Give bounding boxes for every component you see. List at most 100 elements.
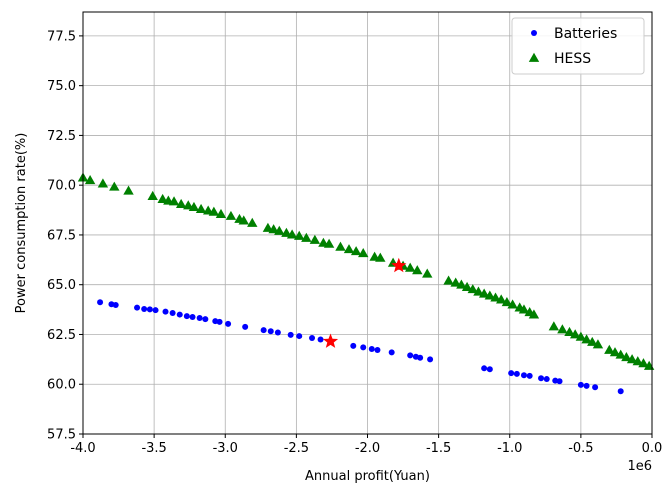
y-axis-label: Power consumption rate(%)	[14, 133, 29, 314]
hess-point	[109, 181, 120, 191]
x-tick-label: -4.0	[70, 441, 95, 456]
batteries-point	[242, 323, 249, 330]
batteries-point	[513, 370, 520, 377]
x-tick-label: -1.5	[426, 441, 451, 456]
hess-point	[268, 224, 279, 234]
hess-point	[301, 232, 312, 242]
y-tick-label: 77.5	[47, 29, 76, 44]
batteries-point	[374, 346, 381, 353]
batteries-point	[296, 333, 303, 340]
batteries-point	[189, 313, 196, 320]
batteries-point	[592, 384, 599, 391]
hess-point	[587, 336, 598, 346]
axis-ticks: -4.0 -3.5 -3.0 -2.5 -2.0 -1.5 -1.0 -0.5 0.0 57.5 6…	[47, 29, 662, 456]
x-axis-offset-label: 1e6	[627, 459, 652, 474]
y-tick-label: 57.5	[47, 428, 76, 443]
batteries-point	[141, 305, 148, 312]
batteries-point	[583, 382, 590, 389]
batteries-point	[508, 370, 515, 377]
hess-point	[238, 215, 249, 225]
hess-point	[323, 238, 335, 248]
batteries-point	[538, 375, 545, 382]
batteries-point	[417, 354, 424, 361]
y-tick-label: 72.5	[47, 129, 76, 144]
hess-point	[422, 268, 433, 278]
batteries-point	[196, 314, 203, 321]
hess-point	[188, 201, 200, 211]
batteries-point	[486, 366, 493, 373]
hess-point	[147, 190, 158, 201]
batteries-point	[617, 388, 624, 395]
hess-point	[168, 196, 180, 206]
hess-point	[247, 217, 258, 227]
x-tick-label: 0.0	[642, 441, 663, 456]
hess-point	[215, 208, 227, 218]
batteries-point	[427, 356, 434, 363]
hess-point	[450, 277, 461, 287]
hess-point	[375, 252, 386, 262]
batteries-point	[556, 378, 563, 385]
batteries-point	[176, 311, 183, 318]
hess-point	[518, 304, 530, 314]
x-tick-label: -3.0	[213, 441, 238, 456]
batteries-point	[146, 306, 153, 313]
hess-point	[343, 244, 355, 254]
hess-point	[484, 290, 496, 300]
hess-point	[581, 334, 592, 344]
batteries-point	[112, 302, 119, 309]
batteries-point	[260, 327, 267, 334]
batteries-point	[97, 299, 104, 306]
batteries-point	[317, 336, 324, 343]
hess-point	[412, 265, 423, 275]
y-tick-label: 62.5	[47, 328, 76, 343]
legend: Batteries HESS	[511, 17, 645, 75]
hess-point	[557, 324, 568, 334]
batteries-point	[543, 376, 550, 383]
hess-point	[274, 225, 285, 235]
hess-point	[404, 262, 416, 272]
legend-box	[511, 17, 645, 75]
hess-point	[183, 200, 194, 210]
batteries-point	[216, 318, 223, 325]
x-tick-label: -0.5	[568, 441, 593, 456]
hess-point	[157, 193, 168, 204]
legend-label-batteries: Batteries	[554, 26, 617, 42]
x-tick-label: -3.5	[141, 441, 166, 456]
hess-point	[97, 178, 109, 188]
batteries-point	[526, 372, 533, 379]
batteries-point	[520, 372, 527, 379]
batteries-point	[274, 329, 281, 336]
y-tick-label: 67.5	[47, 228, 76, 243]
x-axis-label: Annual profit(Yuan)	[305, 469, 430, 484]
x-tick-label: -2.5	[284, 441, 309, 456]
highlight-star-point	[391, 257, 407, 273]
hess-point	[575, 331, 587, 341]
hess-point	[461, 281, 473, 291]
legend-marker-batteries	[531, 30, 537, 36]
hess-point	[548, 321, 560, 331]
hess-point	[528, 309, 540, 319]
batteries-point	[350, 342, 357, 349]
hess-point	[350, 246, 362, 256]
hess-point	[564, 326, 575, 336]
hess-point	[604, 344, 615, 354]
batteries-point	[577, 381, 584, 388]
batteries-point	[134, 304, 141, 311]
hess-point	[281, 227, 292, 237]
hess-point	[195, 203, 207, 213]
x-tick-label: -1.0	[497, 441, 522, 456]
batteries-point	[202, 316, 209, 323]
hess-point	[621, 351, 632, 362]
hess-point	[467, 284, 478, 294]
hess-point	[443, 275, 454, 285]
y-tick-label: 60.0	[47, 378, 76, 393]
hess-point	[123, 185, 134, 195]
hess-point	[632, 356, 643, 366]
batteries-point	[360, 344, 367, 351]
hess-point	[286, 229, 298, 239]
hess-point	[638, 358, 649, 368]
hess-point	[478, 288, 490, 298]
batteries-point	[225, 320, 232, 327]
